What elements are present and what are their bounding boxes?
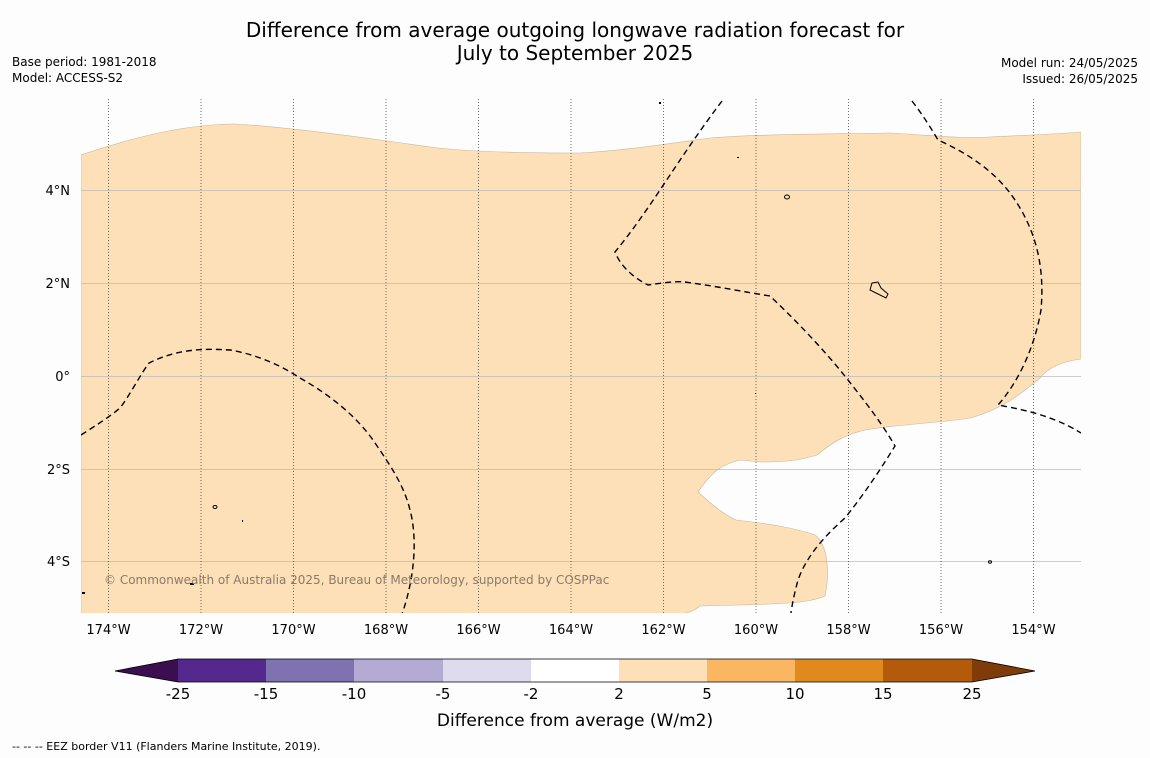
colorbar-tick: 10 — [785, 685, 804, 703]
colorbar-segment-2-5 — [619, 659, 707, 682]
island-small-east — [988, 560, 992, 564]
lon-label-168w: 168°W — [364, 623, 408, 638]
islands — [212, 194, 992, 564]
colorbar-segment-neg25-neg15 — [178, 659, 266, 682]
lat-label-2n: 2°N — [46, 277, 71, 292]
colorbar-extend-low — [115, 659, 178, 682]
colorbar-segment-neg15-neg10 — [266, 659, 354, 682]
colorbar-segment-neg10-neg5 — [354, 659, 443, 682]
colorbar-tick: -5 — [436, 685, 451, 703]
island-kiritimati — [869, 281, 889, 299]
meta-right: Model run: 24/05/2025 Issued: 26/05/2025 — [1001, 55, 1138, 87]
lon-label-162w: 162°W — [641, 623, 685, 638]
longitude-labels: 174°W 172°W 170°W 168°W 166°W 164°W 162°… — [86, 623, 1055, 638]
map-plot: © Commonwealth of Australia 2025, Bureau… — [81, 99, 1081, 613]
colorbar-tick-labels: -25 -15 -10 -5 -2 2 5 10 15 25 — [166, 685, 982, 703]
colorbar-segment-5-10 — [707, 659, 795, 682]
base-period: Base period: 1981-2018 — [12, 55, 157, 69]
colorbar-tick: -2 — [524, 685, 539, 703]
lon-label-170w: 170°W — [271, 623, 315, 638]
colorbar-outline — [114, 658, 1036, 683]
colorbar-segment-10-15 — [795, 659, 883, 682]
colorbar-tick: -10 — [342, 685, 367, 703]
lon-label-160w: 160°W — [734, 623, 778, 638]
anomaly-region-2-to-5 — [81, 123, 1081, 613]
colorbar-tick: 5 — [702, 685, 712, 703]
lat-label-2s: 2°S — [47, 463, 70, 478]
lat-label-equator: 0° — [55, 370, 70, 385]
island-dots — [82, 102, 756, 594]
colorbar-tick: -25 — [166, 685, 191, 703]
latitude-labels: 4°N 2°N 0° 2°S 4°S — [46, 184, 71, 570]
eez-border-central — [614, 100, 896, 613]
colorbar-tick: 2 — [614, 685, 624, 703]
eez-borders — [81, 100, 1081, 613]
lon-label-158w: 158°W — [826, 623, 870, 638]
lon-label-154w: 154°W — [1011, 623, 1055, 638]
issued-date: Issued: 26/05/2025 — [1022, 72, 1138, 86]
colorbar-segment-15-25 — [883, 659, 972, 682]
colorbar-extend-high — [972, 659, 1035, 682]
model-name: Model: ACCESS-S2 — [12, 71, 124, 85]
colorbar-segment-neg2-2 — [531, 659, 619, 682]
lon-label-164w: 164°W — [549, 623, 593, 638]
colorbar-title: Difference from average (W/m2) — [437, 711, 713, 731]
island-swains — [212, 505, 218, 509]
eez-border-west — [81, 348, 415, 613]
model-run: Model run: 24/05/2025 — [1000, 56, 1138, 70]
colorbar-segment-neg5-neg2 — [443, 659, 531, 682]
lat-label-4s: 4°S — [47, 555, 70, 570]
meta-left: Base period: 1981-2018 Model: ACCESS-S2 — [12, 54, 157, 86]
lon-label-156w: 156°W — [919, 623, 963, 638]
lon-label-172w: 172°W — [179, 623, 223, 638]
colorbar-tick: 15 — [873, 685, 892, 703]
colorbar-tick: -15 — [254, 685, 279, 703]
copyright-notice: © Commonwealth of Australia 2025, Bureau… — [104, 573, 609, 587]
eez-footnote: -- -- -- EEZ border V11 (Flanders Marine… — [12, 740, 321, 753]
title-line-2: July to September 2025 — [456, 41, 694, 65]
colorbar-tick: 25 — [962, 685, 981, 703]
lon-label-174w: 174°W — [86, 623, 130, 638]
title-line-1: Difference from average outgoing longwav… — [245, 18, 905, 42]
lon-label-166w: 166°W — [456, 623, 500, 638]
colorbar: -25 -15 -10 -5 -2 2 5 10 15 25 Differenc… — [114, 658, 1036, 731]
map-title: Difference from average outgoing longwav… — [0, 19, 1150, 65]
eez-border-east — [911, 100, 1081, 434]
lat-label-4n: 4°N — [46, 184, 71, 199]
island-jarvis — [784, 194, 790, 200]
